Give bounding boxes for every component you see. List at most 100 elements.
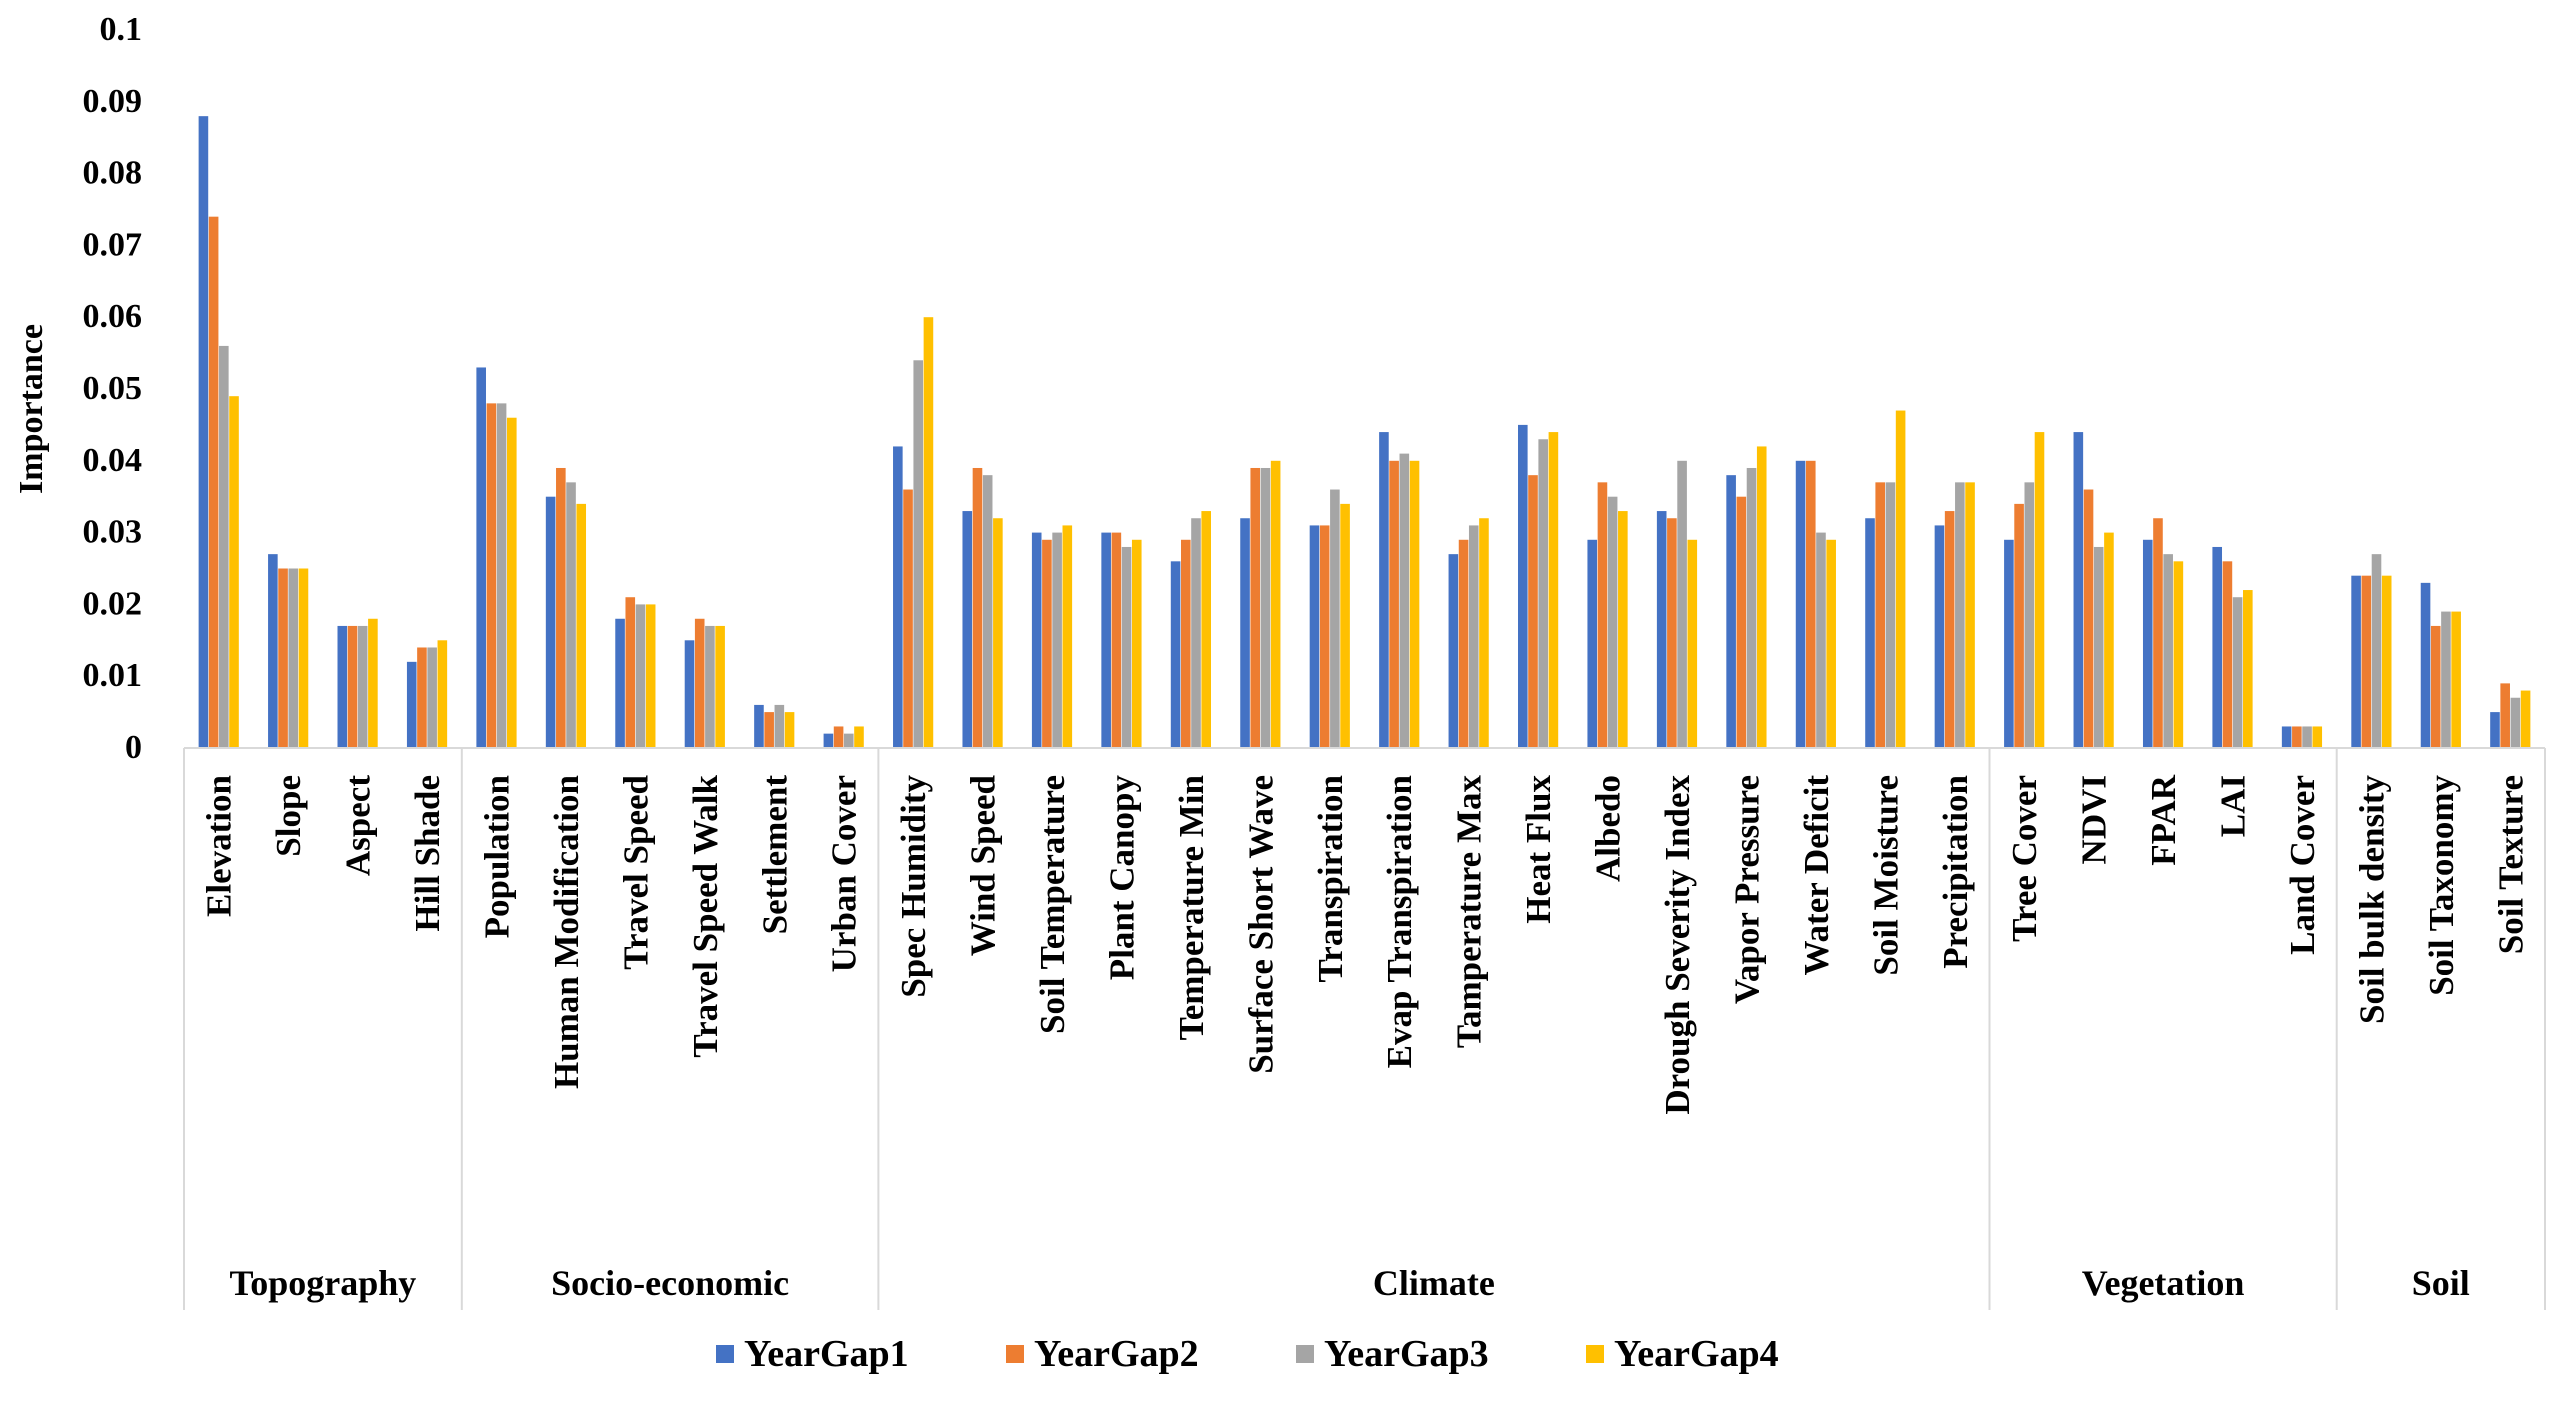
bar-yeargap3-13 <box>1121 546 1132 748</box>
bar-yeargap4-19 <box>1548 432 1559 748</box>
bar-yeargap3-0 <box>219 345 229 748</box>
bar-yeargap1-25 <box>1934 525 1945 748</box>
bar-yeargap1-33 <box>2490 712 2500 748</box>
bar-yeargap1-28 <box>2142 539 2153 748</box>
bar-yeargap2-3 <box>417 647 427 748</box>
bar-yeargap3-25 <box>1955 482 1965 748</box>
bar-yeargap4-22 <box>1756 446 1767 748</box>
bar-yeargap4-24 <box>1895 410 1906 748</box>
bar-yeargap2-8 <box>764 712 774 748</box>
bar-yeargap4-10 <box>923 317 934 748</box>
bar-yeargap2-10 <box>903 489 913 748</box>
bar-yeargap2-26 <box>2014 503 2024 748</box>
bar-yeargap2-13 <box>1111 532 1122 748</box>
bar-yeargap4-15 <box>1270 460 1281 748</box>
bar-yeargap1-11 <box>962 511 973 748</box>
y-tick-label: 0.06 <box>83 298 143 335</box>
bar-yeargap4-29 <box>2243 590 2253 748</box>
bar-yeargap1-1 <box>268 554 278 748</box>
bars <box>198 116 2531 748</box>
bar-yeargap2-20 <box>1597 482 1608 748</box>
x-tick-label: FPAR <box>2144 774 2183 865</box>
y-axis-title: Importance <box>13 324 50 494</box>
x-tick-label: Urban Cover <box>825 775 864 972</box>
legend-label-yeargap4: YearGap4 <box>1614 1333 1779 1375</box>
bar-yeargap2-24 <box>1875 482 1886 748</box>
bar-yeargap1-29 <box>2212 546 2223 748</box>
bar-yeargap1-30 <box>2281 726 2292 748</box>
bar-yeargap4-0 <box>229 396 239 748</box>
bar-yeargap1-20 <box>1587 539 1598 748</box>
x-tick-label: Evap Transpiration <box>1380 775 1419 1068</box>
bar-yeargap3-17 <box>1399 453 1410 748</box>
bar-yeargap4-25 <box>1965 482 1975 748</box>
bar-yeargap1-32 <box>2420 582 2431 748</box>
group-label-socio-economic: Socio-economic <box>551 1263 789 1303</box>
bar-yeargap4-27 <box>2104 532 2114 748</box>
x-tick-label: Drough Severity Index <box>1658 775 1697 1115</box>
bar-yeargap1-4 <box>476 367 486 748</box>
bar-yeargap1-16 <box>1309 525 1320 748</box>
x-tick-label: Albedo <box>1589 775 1628 882</box>
bar-yeargap2-4 <box>486 403 497 748</box>
bar-yeargap3-20 <box>1607 496 1618 748</box>
x-tick-label: Soil Moisture <box>1866 775 1905 976</box>
bar-yeargap4-28 <box>2173 561 2184 748</box>
bar-yeargap2-22 <box>1736 496 1747 748</box>
legend-label-yeargap1: YearGap1 <box>744 1333 909 1375</box>
x-tick-label: Elevation <box>200 775 239 917</box>
bar-yeargap1-14 <box>1170 561 1181 748</box>
bar-yeargap2-0 <box>208 216 219 748</box>
bar-yeargap4-30 <box>2312 726 2323 748</box>
bar-yeargap3-19 <box>1538 439 1548 748</box>
bar-yeargap3-5 <box>566 482 576 748</box>
bar-yeargap3-21 <box>1677 460 1687 748</box>
bar-yeargap4-16 <box>1340 503 1350 748</box>
bar-yeargap4-2 <box>368 618 378 748</box>
legend-label-yeargap3: YearGap3 <box>1324 1333 1489 1375</box>
bar-yeargap2-1 <box>278 568 288 748</box>
bar-yeargap1-19 <box>1518 424 1528 748</box>
bar-yeargap1-31 <box>2351 575 2361 748</box>
bar-yeargap3-4 <box>496 403 507 748</box>
bar-yeargap1-9 <box>823 733 834 748</box>
bar-yeargap2-23 <box>1805 460 1816 748</box>
bar-yeargap1-15 <box>1240 518 1250 748</box>
legend-swatch-yeargap2 <box>1006 1345 1024 1363</box>
bar-yeargap2-21 <box>1667 518 1677 748</box>
bar-yeargap2-31 <box>2361 575 2372 748</box>
legend: YearGap1 YearGap2 YearGap3 YearGap4 <box>716 1333 1779 1375</box>
bar-yeargap2-11 <box>972 467 983 748</box>
x-tick-label: Travel Speed Walk <box>686 774 725 1057</box>
bar-yeargap2-12 <box>1042 539 1052 748</box>
bar-yeargap3-16 <box>1330 489 1340 748</box>
x-tick-label: NDVI <box>2075 775 2114 864</box>
y-tick-label: 0.05 <box>83 370 143 407</box>
bar-yeargap1-8 <box>754 704 764 748</box>
bar-yeargap1-13 <box>1101 532 1111 748</box>
y-tick-label: 0.02 <box>83 585 143 622</box>
x-tick-label: Spec Humidity <box>894 775 933 998</box>
bar-yeargap4-33 <box>2520 690 2531 748</box>
bar-yeargap1-23 <box>1795 460 1806 748</box>
bar-yeargap3-18 <box>1468 525 1479 748</box>
bar-yeargap3-32 <box>2441 611 2451 748</box>
bar-yeargap3-26 <box>2024 482 2035 748</box>
x-tick-label: Population <box>478 775 517 938</box>
bar-yeargap3-30 <box>2302 726 2312 748</box>
x-tick-label: Land Cover <box>2283 775 2322 955</box>
x-tick-label: Surface Short Wave <box>1241 775 1280 1074</box>
bar-yeargap2-14 <box>1181 539 1191 748</box>
bar-yeargap3-29 <box>2232 597 2243 748</box>
x-tick-label: Soil Texture <box>2491 775 2530 954</box>
x-tick-label: Wind Speed <box>964 774 1003 956</box>
bar-yeargap2-30 <box>2292 726 2302 748</box>
y-axis: 0 0.01 0.02 0.03 0.04 0.05 0.06 0.07 0.08 0.09 0.1… <box>13 11 142 766</box>
bar-yeargap2-7 <box>694 618 705 748</box>
bar-yeargap1-5 <box>545 496 556 748</box>
bar-yeargap3-6 <box>635 604 646 748</box>
bar-yeargap3-22 <box>1746 467 1757 748</box>
bar-yeargap1-7 <box>684 640 695 748</box>
bar-yeargap2-5 <box>556 467 566 748</box>
bar-yeargap3-11 <box>982 475 993 748</box>
